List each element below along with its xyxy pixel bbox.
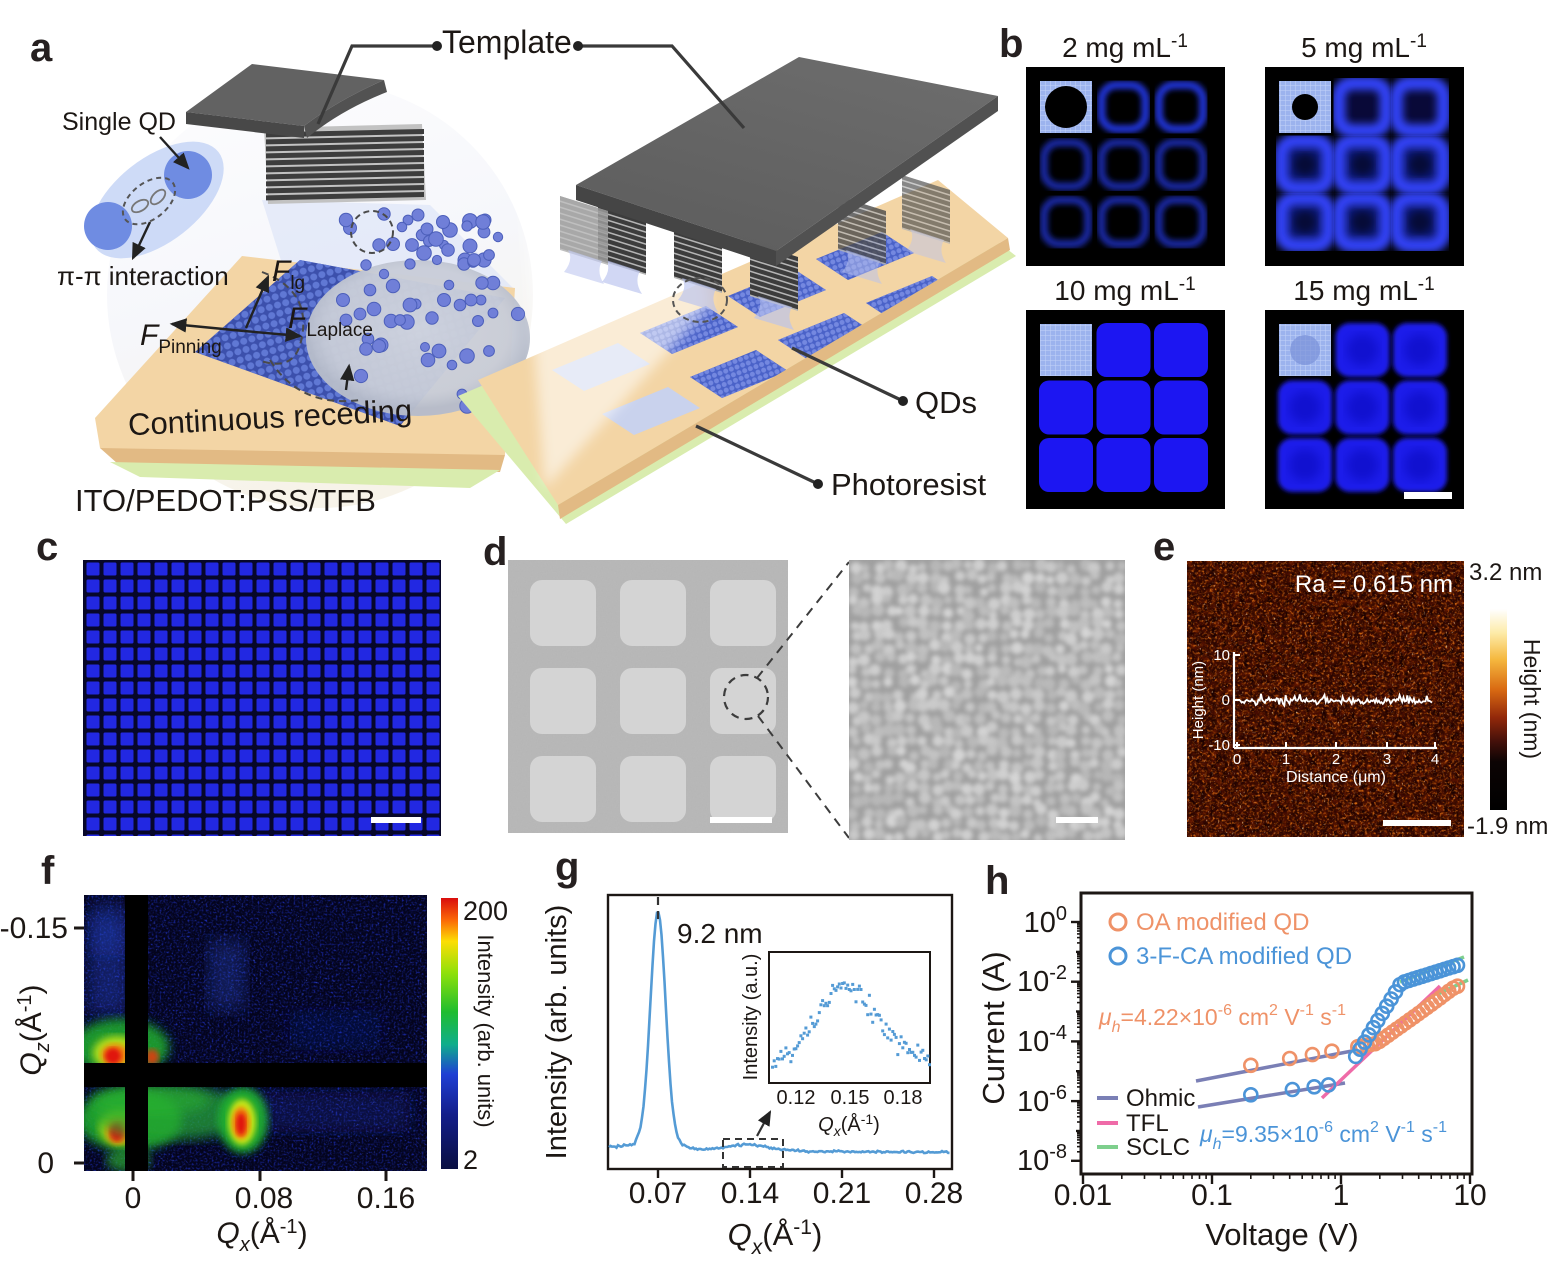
svg-text:Qz(Å-1): Qz(Å-1) xyxy=(14,984,54,1075)
svg-text:-0.15: -0.15 xyxy=(0,912,68,945)
svg-text:10 mg mL-1: 10 mg mL-1 xyxy=(1054,274,1195,306)
svg-text:Flg: Flg xyxy=(272,255,305,294)
svg-text:2: 2 xyxy=(463,1145,478,1175)
svg-text:c: c xyxy=(36,525,58,569)
svg-text:TFL: TFL xyxy=(1126,1110,1169,1137)
svg-text:Current (A): Current (A) xyxy=(976,951,1011,1104)
svg-text:10: 10 xyxy=(1213,647,1230,664)
svg-text:Height (nm): Height (nm) xyxy=(1190,661,1207,739)
svg-text:200: 200 xyxy=(463,896,508,926)
svg-text:SCLC: SCLC xyxy=(1126,1134,1190,1161)
svg-text:Template: Template xyxy=(442,24,572,60)
svg-text:0.01: 0.01 xyxy=(1054,1179,1112,1212)
svg-text:μh=4.22×10-6 cm2 V-1 s-1: μh=4.22×10-6 cm2 V-1 s-1 xyxy=(1098,1002,1346,1036)
svg-text:4: 4 xyxy=(1431,751,1439,768)
svg-text:0.18: 0.18 xyxy=(884,1087,923,1109)
svg-text:3-F-CA modified QD: 3-F-CA modified QD xyxy=(1136,943,1352,970)
svg-text:3.2 nm: 3.2 nm xyxy=(1469,559,1542,586)
svg-text:π-π interaction: π-π interaction xyxy=(57,261,229,291)
svg-text:10: 10 xyxy=(1453,1179,1486,1212)
svg-text:Qx(Å-1): Qx(Å-1) xyxy=(216,1216,307,1256)
svg-text:Qx(Å-1): Qx(Å-1) xyxy=(818,1111,880,1139)
svg-text:Intensity (arb. units): Intensity (arb. units) xyxy=(473,934,498,1127)
svg-text:0: 0 xyxy=(1222,692,1230,709)
svg-text:b: b xyxy=(999,22,1023,66)
svg-text:Ohmic: Ohmic xyxy=(1126,1085,1195,1112)
svg-text:μh=9.35×10-6 cm2 V-1 s-1: μh=9.35×10-6 cm2 V-1 s-1 xyxy=(1199,1119,1447,1153)
svg-text:0: 0 xyxy=(37,1147,54,1180)
svg-text:Single QD: Single QD xyxy=(62,108,176,136)
svg-text:FLaplace: FLaplace xyxy=(288,302,373,341)
svg-text:1: 1 xyxy=(1333,1179,1350,1212)
svg-text:2: 2 xyxy=(1332,751,1340,768)
svg-text:2 mg mL-1: 2 mg mL-1 xyxy=(1062,31,1188,63)
svg-text:-1.9 nm: -1.9 nm xyxy=(1467,813,1548,840)
svg-text:Ra = 0.615 nm: Ra = 0.615 nm xyxy=(1295,571,1453,598)
svg-text:ITO/PEDOT:PSS/TFB: ITO/PEDOT:PSS/TFB xyxy=(75,483,376,518)
svg-text:FPinning: FPinning xyxy=(140,319,222,358)
svg-text:0.1: 0.1 xyxy=(1191,1179,1233,1212)
svg-text:0.16: 0.16 xyxy=(357,1182,415,1215)
svg-text:e: e xyxy=(1153,525,1175,569)
svg-text:Photoresist: Photoresist xyxy=(831,467,986,502)
svg-text:0: 0 xyxy=(1233,751,1241,768)
svg-text:d: d xyxy=(483,530,507,574)
svg-text:Qx(Å-1): Qx(Å-1) xyxy=(728,1216,823,1259)
svg-text:5 mg mL-1: 5 mg mL-1 xyxy=(1301,31,1427,63)
svg-text:15 mg mL-1: 15 mg mL-1 xyxy=(1293,274,1434,306)
svg-text:a: a xyxy=(30,26,53,70)
svg-text:h: h xyxy=(985,859,1009,903)
svg-text:-10: -10 xyxy=(1208,737,1230,754)
svg-text:Distance (μm): Distance (μm) xyxy=(1286,769,1386,786)
svg-text:Intensity (arb. units): Intensity (arb. units) xyxy=(541,905,573,1160)
svg-text:Height (nm): Height (nm) xyxy=(1519,639,1545,759)
svg-text:0.08: 0.08 xyxy=(235,1182,293,1215)
svg-text:9.2 nm: 9.2 nm xyxy=(677,918,763,949)
svg-text:1: 1 xyxy=(1282,751,1290,768)
svg-text:0.28: 0.28 xyxy=(905,1177,963,1210)
svg-text:0.15: 0.15 xyxy=(831,1087,870,1109)
svg-text:0.14: 0.14 xyxy=(721,1177,779,1210)
svg-text:0: 0 xyxy=(125,1182,142,1215)
svg-text:Voltage (V): Voltage (V) xyxy=(1205,1217,1358,1252)
svg-text:0.21: 0.21 xyxy=(813,1177,871,1210)
svg-text:0.07: 0.07 xyxy=(629,1177,687,1210)
svg-text:0.12: 0.12 xyxy=(777,1087,816,1109)
svg-text:3: 3 xyxy=(1383,751,1391,768)
svg-text:f: f xyxy=(41,849,55,893)
svg-text:QDs: QDs xyxy=(915,385,977,420)
svg-text:g: g xyxy=(555,845,579,889)
svg-text:OA modified QD: OA modified QD xyxy=(1136,909,1309,936)
svg-text:Intensity (a.u.): Intensity (a.u.) xyxy=(740,954,762,1081)
